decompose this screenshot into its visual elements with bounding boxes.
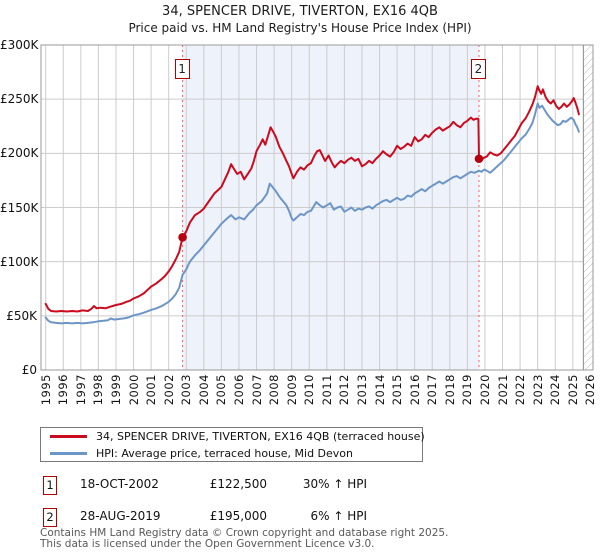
x-axis-label: 2022 — [513, 374, 528, 406]
x-axis-label: 2018 — [442, 374, 457, 406]
hpi-series-swatch — [50, 451, 87, 455]
x-axis-label: 2000 — [126, 374, 141, 406]
y-axis-label: £100K — [0, 254, 39, 269]
x-axis-label: 2020 — [477, 374, 492, 406]
x-axis-label: 2001 — [144, 374, 159, 406]
plot-border — [40, 44, 594, 371]
x-axis-label: 1999 — [108, 374, 123, 406]
x-axis-label: 1998 — [91, 374, 106, 406]
transaction-2-number-badge: 2 — [43, 508, 57, 527]
x-axis-label: 2007 — [249, 374, 264, 406]
transaction-2-hpi-diff: 6% ↑ HPI — [310, 509, 367, 523]
sale-marker-box-1: 1 — [174, 59, 190, 79]
transaction-row-1: 1 18-OCT-2002 £122,500 30% ↑ HPI — [40, 476, 380, 496]
footer-line-1: Contains HM Land Registry data © Crown c… — [40, 527, 449, 539]
x-axis-label: 2008 — [267, 374, 282, 406]
legend-label-hpi: HPI: Average price, terraced house, Mid … — [96, 446, 353, 460]
x-axis-label: 2025 — [565, 374, 580, 406]
footer-line-2: This data is licensed under the Open Gov… — [40, 538, 375, 550]
future-hatch — [583, 45, 593, 370]
x-axis-label: 2006 — [231, 374, 246, 406]
transaction-1-hpi-diff: 30% ↑ HPI — [302, 477, 367, 491]
y-axis-label: £200K — [0, 146, 39, 161]
y-axis-label: £150K — [0, 200, 39, 215]
y-axis-label: £50K — [6, 308, 37, 323]
y-axis-label: £300K — [0, 38, 39, 52]
x-axis-label: 1997 — [73, 374, 88, 406]
page-title: 34, SPENCER DRIVE, TIVERTON, EX16 4QB — [162, 4, 438, 19]
x-axis-label: 1995 — [38, 374, 53, 406]
x-axis-label: 1996 — [56, 374, 71, 406]
x-axis-label: 2002 — [161, 374, 176, 406]
price-series-line — [44, 85, 580, 313]
y-axis-label: £250K — [0, 92, 39, 107]
sale-point-2 — [474, 154, 484, 164]
x-axis-label: 2021 — [495, 374, 510, 406]
transaction-1-price: £122,500 — [209, 477, 267, 491]
x-axis-label: 2012 — [337, 374, 352, 406]
x-axis-label: 2005 — [214, 374, 229, 406]
legend-box: 34, SPENCER DRIVE, TIVERTON, EX16 4QB (t… — [40, 427, 425, 462]
plot-svg — [40, 44, 594, 371]
x-axis-label: 2023 — [530, 374, 545, 406]
page-subtitle: Price paid vs. HM Land Registry's House … — [128, 21, 472, 35]
transaction-2-date: 28-AUG-2019 — [80, 509, 161, 523]
x-axis-label: 2003 — [179, 374, 194, 406]
y-axis-label: £0 — [21, 363, 37, 377]
x-axis-label: 2004 — [196, 374, 211, 406]
price-series-swatch — [50, 435, 87, 438]
legend-item-price: 34, SPENCER DRIVE, TIVERTON, EX16 4QB (t… — [41, 429, 425, 445]
x-axis-label: 2015 — [390, 374, 405, 406]
x-axis-label: 2010 — [302, 374, 317, 406]
x-axis-label: 2016 — [407, 374, 422, 406]
legend-label-price: 34, SPENCER DRIVE, TIVERTON, EX16 4QB (t… — [96, 430, 425, 443]
legend-item-hpi: HPI: Average price, terraced house, Mid … — [41, 445, 422, 461]
x-axis-label: 2011 — [319, 374, 334, 406]
transaction-1-number-badge: 1 — [43, 476, 57, 495]
x-axis-label: 2014 — [372, 374, 387, 406]
x-axis-label: 2009 — [284, 374, 299, 406]
x-axis-label: 2019 — [460, 374, 475, 406]
transaction-1-date: 18-OCT-2002 — [80, 477, 159, 491]
x-axis-label: 2013 — [354, 374, 369, 406]
transaction-row-2: 2 28-AUG-2019 £195,000 6% ↑ HPI — [40, 508, 380, 528]
x-axis-label: 2017 — [425, 374, 440, 406]
x-axis-label: 2026 — [583, 374, 598, 406]
sale-point-1 — [178, 232, 187, 242]
transaction-2-price: £195,000 — [209, 509, 267, 523]
hpi-series-line — [44, 102, 580, 325]
x-axis-label: 2024 — [548, 374, 563, 406]
sale-marker-box-2: 2 — [470, 59, 486, 79]
